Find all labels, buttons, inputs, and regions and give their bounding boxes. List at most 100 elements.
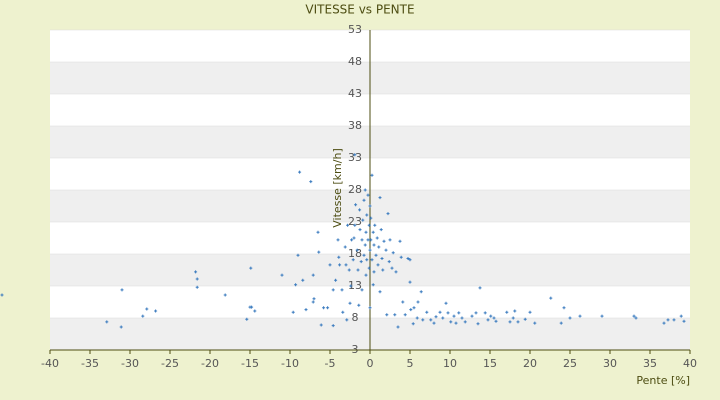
point (394, 270, 398, 274)
point (381, 268, 385, 272)
point (280, 273, 284, 277)
point (353, 223, 357, 227)
point (452, 314, 456, 318)
chart-title: VITESSE vs PENTE (305, 3, 414, 17)
point (195, 285, 199, 289)
point (578, 314, 582, 318)
point (429, 318, 433, 322)
point (634, 316, 638, 320)
point (364, 230, 368, 234)
point (371, 283, 375, 287)
point (460, 316, 464, 320)
point (145, 307, 149, 311)
y-tick-label: 43 (348, 87, 362, 100)
point (401, 300, 405, 304)
point (350, 238, 354, 242)
point (369, 216, 373, 220)
point (341, 310, 345, 314)
point (368, 204, 372, 208)
point (365, 213, 369, 217)
point (508, 320, 512, 324)
point (470, 314, 474, 318)
point (331, 288, 335, 292)
y-tick-label: 28 (348, 183, 362, 196)
point (358, 228, 362, 232)
point (360, 238, 364, 242)
point (352, 236, 356, 240)
point (528, 310, 532, 314)
point (365, 258, 369, 262)
x-tick-label: -10 (281, 357, 299, 370)
point (489, 314, 493, 318)
point (291, 310, 295, 314)
y-axis-title: Vitesse [km/h] (331, 148, 344, 228)
point (362, 253, 366, 257)
point (399, 255, 403, 259)
point (559, 321, 563, 325)
point (322, 306, 326, 310)
point (0, 293, 4, 297)
point (119, 325, 123, 329)
point (516, 320, 520, 324)
point (369, 238, 373, 242)
point (370, 258, 374, 262)
point (309, 180, 313, 184)
y-tick-label: 23 (348, 215, 362, 228)
point (338, 263, 342, 267)
point (296, 253, 300, 257)
point (444, 301, 448, 305)
x-tick-label: 25 (563, 357, 577, 370)
point (384, 248, 388, 252)
point (360, 288, 364, 292)
point (366, 193, 370, 197)
point (367, 266, 371, 270)
point (457, 311, 461, 315)
point (492, 316, 496, 320)
point (666, 318, 670, 322)
point (363, 188, 367, 192)
point (425, 310, 429, 314)
point (533, 321, 537, 325)
point (319, 323, 323, 327)
point (344, 263, 348, 267)
point (362, 198, 366, 202)
point (398, 239, 402, 243)
y-tick-label: 13 (348, 279, 362, 292)
point (379, 228, 383, 232)
point (408, 280, 412, 284)
point (486, 318, 490, 322)
x-tick-label: 35 (643, 357, 657, 370)
point (474, 311, 478, 315)
point (396, 325, 400, 329)
point (223, 293, 227, 297)
y-tick-label: 48 (348, 55, 362, 68)
point (312, 297, 316, 301)
point (355, 248, 359, 252)
x-tick-label: 10 (443, 357, 457, 370)
point (195, 277, 199, 281)
point (483, 311, 487, 315)
point (388, 238, 392, 242)
point (568, 316, 572, 320)
point (364, 273, 368, 277)
point (340, 288, 344, 292)
point (326, 306, 330, 310)
point (562, 306, 566, 310)
point (294, 283, 298, 287)
point (378, 290, 382, 294)
point (387, 260, 391, 264)
point (505, 310, 509, 314)
point (334, 278, 338, 282)
point (120, 288, 124, 292)
x-tick-label: -5 (325, 357, 336, 370)
point (348, 301, 352, 305)
point (679, 314, 683, 318)
point (298, 170, 302, 174)
point (367, 223, 371, 227)
point (600, 314, 604, 318)
x-tick-label: 5 (407, 357, 414, 370)
point (372, 243, 376, 247)
x-tick-label: -35 (81, 357, 99, 370)
point (363, 243, 367, 247)
